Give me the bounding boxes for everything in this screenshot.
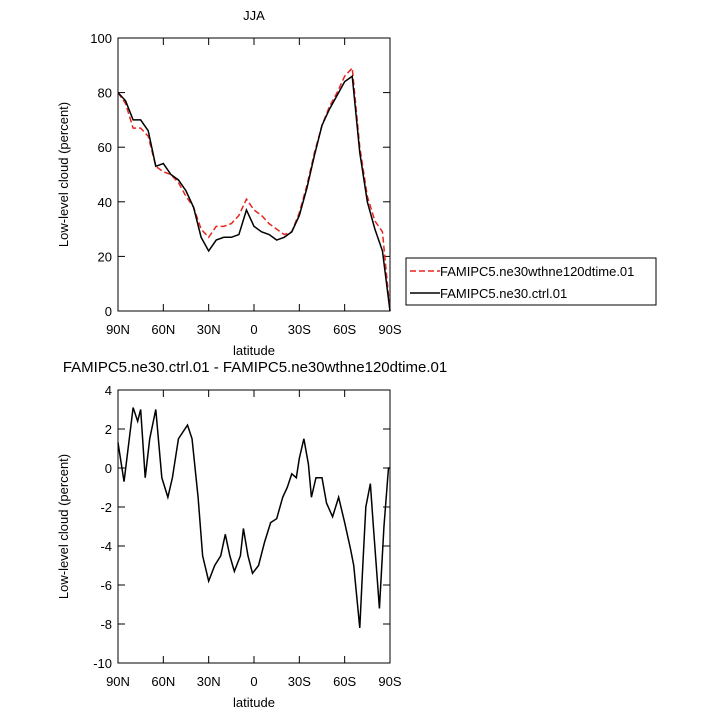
y-tick-label: -8	[100, 617, 112, 632]
y-tick-label: -6	[100, 578, 112, 593]
y-tick-label: 20	[98, 249, 112, 264]
plot-frame	[117, 389, 391, 664]
x-axis-label: latitude	[233, 343, 275, 358]
y-tick-label: 60	[98, 140, 112, 155]
x-tick-label: 30S	[288, 322, 311, 337]
x-tick-label: 0	[250, 322, 257, 337]
x-tick-label: 90S	[378, 322, 401, 337]
y-tick-label: 4	[105, 383, 112, 398]
x-tick-label: 60S	[333, 322, 356, 337]
legend-label: FAMIPC5.ne30.ctrl.01	[440, 286, 567, 301]
y-tick-label: 0	[105, 304, 112, 319]
y-tick-label: -10	[93, 656, 112, 671]
x-axis-label: latitude	[233, 695, 275, 710]
x-tick-label: 60N	[151, 674, 175, 689]
y-axis-label: Low-level cloud (percent)	[56, 102, 71, 247]
x-tick-label: 60N	[151, 322, 175, 337]
data-line	[117, 407, 390, 628]
y-tick-label: -4	[100, 539, 112, 554]
y-tick-label: 80	[98, 86, 112, 101]
legend-box	[405, 257, 657, 306]
x-tick-label: 60S	[333, 674, 356, 689]
plot-frame	[117, 37, 391, 312]
data-line	[117, 74, 391, 312]
chart-title: JJA	[243, 8, 265, 23]
x-tick-label: 30N	[197, 674, 221, 689]
panel: JJA latitude Low-level cloud (percent) 0 20 4…	[56, 8, 657, 358]
legend-label: FAMIPC5.ne30wthne120dtime.01	[440, 264, 634, 279]
x-tick-label: 30N	[197, 322, 221, 337]
x-tick-label: 30S	[288, 674, 311, 689]
y-tick-label: 0	[105, 461, 112, 476]
y-tick-label: -2	[100, 500, 112, 515]
x-tick-label: 0	[250, 674, 257, 689]
y-tick-label: 100	[90, 31, 112, 46]
y-axis-label: Low-level cloud (percent)	[56, 454, 71, 599]
data-line	[117, 66, 391, 312]
x-tick-label: 90N	[106, 674, 130, 689]
panel: FAMIPC5.ne30.ctrl.01 - FAMIPC5.ne30wthne…	[56, 359, 447, 710]
y-tick-label: 40	[98, 195, 112, 210]
x-tick-label: 90N	[106, 322, 130, 337]
legend: FAMIPC5.ne30wthne120dtime.01 FAMIPC5.ne30…	[405, 257, 657, 306]
chart-title: FAMIPC5.ne30.ctrl.01 - FAMIPC5.ne30wthne…	[63, 359, 447, 376]
y-tick-label: 2	[105, 422, 112, 437]
x-tick-label: 90S	[378, 674, 401, 689]
